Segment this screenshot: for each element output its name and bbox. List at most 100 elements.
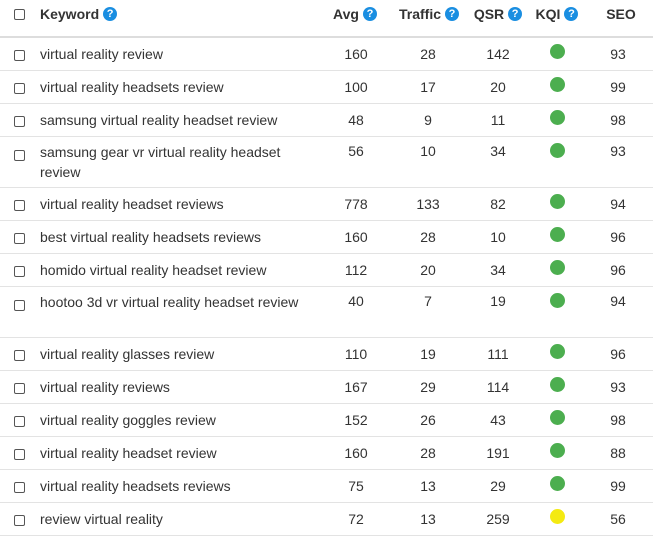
kqi-indicator-dot <box>549 344 565 359</box>
kqi-cell <box>534 371 580 392</box>
seo-cell: 98 <box>610 112 626 128</box>
row-checkbox-cell <box>14 513 28 527</box>
kqi-indicator-dot <box>549 293 565 308</box>
table-row[interactable]: virtual reality headset review 160 28 191 88 <box>0 437 653 470</box>
row-checkbox[interactable] <box>14 481 25 493</box>
kqi-indicator-dot <box>549 44 565 59</box>
kqi-indicator-dot <box>549 509 565 524</box>
table-row[interactable]: best virtual reality headsets reviews 160… <box>0 221 653 254</box>
table-row[interactable]: virtual reality headsets reviews 75 13 29 99 <box>0 470 653 503</box>
row-checkbox[interactable] <box>14 232 25 244</box>
table-row[interactable]: virtual reality headsets review 100 17 20 99 <box>0 71 653 104</box>
table-body: virtual reality review 160 28 142 93 virtual … <box>0 38 653 536</box>
table-row[interactable]: review virtual reality 72 13 259 56 <box>0 503 653 536</box>
table-row[interactable]: virtual reality reviews 167 29 114 93 <box>0 371 653 404</box>
row-checkbox[interactable] <box>14 448 25 460</box>
header-qsr[interactable]: QSR ? <box>472 2 524 26</box>
avg-cell: 160 <box>344 445 368 461</box>
kqi-indicator-dot <box>549 77 565 92</box>
seo-cell: 56 <box>610 511 626 527</box>
seo-cell: 94 <box>610 293 626 309</box>
seo-cell: 93 <box>610 379 626 395</box>
table-row[interactable]: virtual reality goggles review 152 26 43 98 <box>0 404 653 437</box>
traffic-cell: 28 <box>420 229 436 245</box>
row-checkbox[interactable] <box>14 514 25 526</box>
header-seo-label: SEO <box>606 6 636 22</box>
table-row[interactable]: homido virtual reality headset review 112… <box>0 254 653 287</box>
keyword-cell: hootoo 3d vr virtual reality headset rev… <box>40 294 299 310</box>
help-icon[interactable]: ? <box>508 7 523 21</box>
row-checkbox-cell <box>14 148 28 162</box>
traffic-cell: 17 <box>420 79 436 95</box>
traffic-cell: 28 <box>420 46 436 62</box>
row-checkbox-cell <box>14 198 28 212</box>
header-traffic[interactable]: Traffic ? <box>397 2 461 26</box>
keyword-cell: virtual reality headsets reviews <box>40 478 231 494</box>
qsr-cell: 43 <box>490 412 506 428</box>
traffic-cell: 13 <box>420 478 436 494</box>
table-row[interactable]: hootoo 3d vr virtual reality headset rev… <box>0 287 653 338</box>
table-row[interactable]: samsung gear vr virtual reality headset … <box>0 137 653 188</box>
header-avg[interactable]: Avg ? <box>330 2 380 26</box>
row-checkbox[interactable] <box>14 382 25 394</box>
table-row[interactable]: virtual reality review 160 28 142 93 <box>0 38 653 71</box>
traffic-cell: 28 <box>420 445 436 461</box>
help-icon[interactable]: ? <box>445 7 459 21</box>
traffic-cell: 13 <box>420 511 436 527</box>
table-header: Keyword ? Avg ? Traffic ? QSR ? KQI ? SE… <box>0 0 653 38</box>
seo-cell: 99 <box>610 478 626 494</box>
header-kqi[interactable]: KQI ? <box>535 2 579 26</box>
qsr-cell: 29 <box>490 478 506 494</box>
avg-cell: 110 <box>344 346 368 362</box>
avg-cell: 167 <box>344 379 368 395</box>
qsr-cell: 19 <box>490 293 506 309</box>
seo-cell: 99 <box>610 79 626 95</box>
seo-cell: 96 <box>610 346 626 362</box>
row-checkbox-cell <box>14 48 28 62</box>
select-all-checkbox[interactable] <box>14 8 25 20</box>
avg-cell: 100 <box>344 79 368 95</box>
help-icon[interactable]: ? <box>103 7 118 21</box>
qsr-cell: 191 <box>486 445 510 461</box>
kqi-cell <box>534 338 580 359</box>
qsr-cell: 114 <box>486 379 510 395</box>
kqi-indicator-dot <box>549 443 565 458</box>
row-checkbox[interactable] <box>14 415 25 427</box>
avg-cell: 72 <box>348 511 364 527</box>
table-row[interactable]: samsung virtual reality headset review 48… <box>0 104 653 137</box>
header-keyword[interactable]: Keyword ? <box>40 2 312 26</box>
avg-cell: 75 <box>348 478 364 494</box>
kqi-cell <box>534 287 580 308</box>
help-icon[interactable]: ? <box>564 7 579 21</box>
kqi-cell <box>534 104 580 125</box>
keyword-cell: virtual reality headsets review <box>40 79 224 95</box>
seo-cell: 88 <box>610 445 626 461</box>
kqi-cell <box>534 188 580 209</box>
avg-cell: 112 <box>344 262 368 278</box>
kqi-cell <box>534 404 580 425</box>
row-checkbox[interactable] <box>14 149 25 161</box>
traffic-cell: 19 <box>420 346 436 362</box>
table-row[interactable]: virtual reality glasses review 110 19 111 96 <box>0 338 653 371</box>
row-checkbox[interactable] <box>14 115 25 127</box>
row-checkbox[interactable] <box>14 349 25 361</box>
header-seo[interactable]: SEO <box>594 2 648 26</box>
row-checkbox-cell <box>14 264 28 278</box>
row-checkbox[interactable] <box>14 82 25 94</box>
row-checkbox[interactable] <box>14 265 25 277</box>
traffic-cell: 10 <box>420 143 436 159</box>
kqi-indicator-dot <box>549 260 565 275</box>
row-checkbox[interactable] <box>14 199 25 211</box>
qsr-cell: 111 <box>487 346 509 362</box>
row-checkbox[interactable] <box>14 299 25 311</box>
row-checkbox-cell <box>14 480 28 494</box>
help-icon[interactable]: ? <box>362 7 377 21</box>
traffic-cell: 9 <box>424 112 432 128</box>
qsr-cell: 82 <box>490 196 506 212</box>
kqi-cell <box>534 71 580 92</box>
row-checkbox-cell <box>14 447 28 461</box>
header-qsr-label: QSR <box>473 6 505 22</box>
table-row[interactable]: virtual reality headset reviews 778 133 82 9… <box>0 188 653 221</box>
row-checkbox[interactable] <box>14 49 25 61</box>
traffic-cell: 20 <box>420 262 436 278</box>
